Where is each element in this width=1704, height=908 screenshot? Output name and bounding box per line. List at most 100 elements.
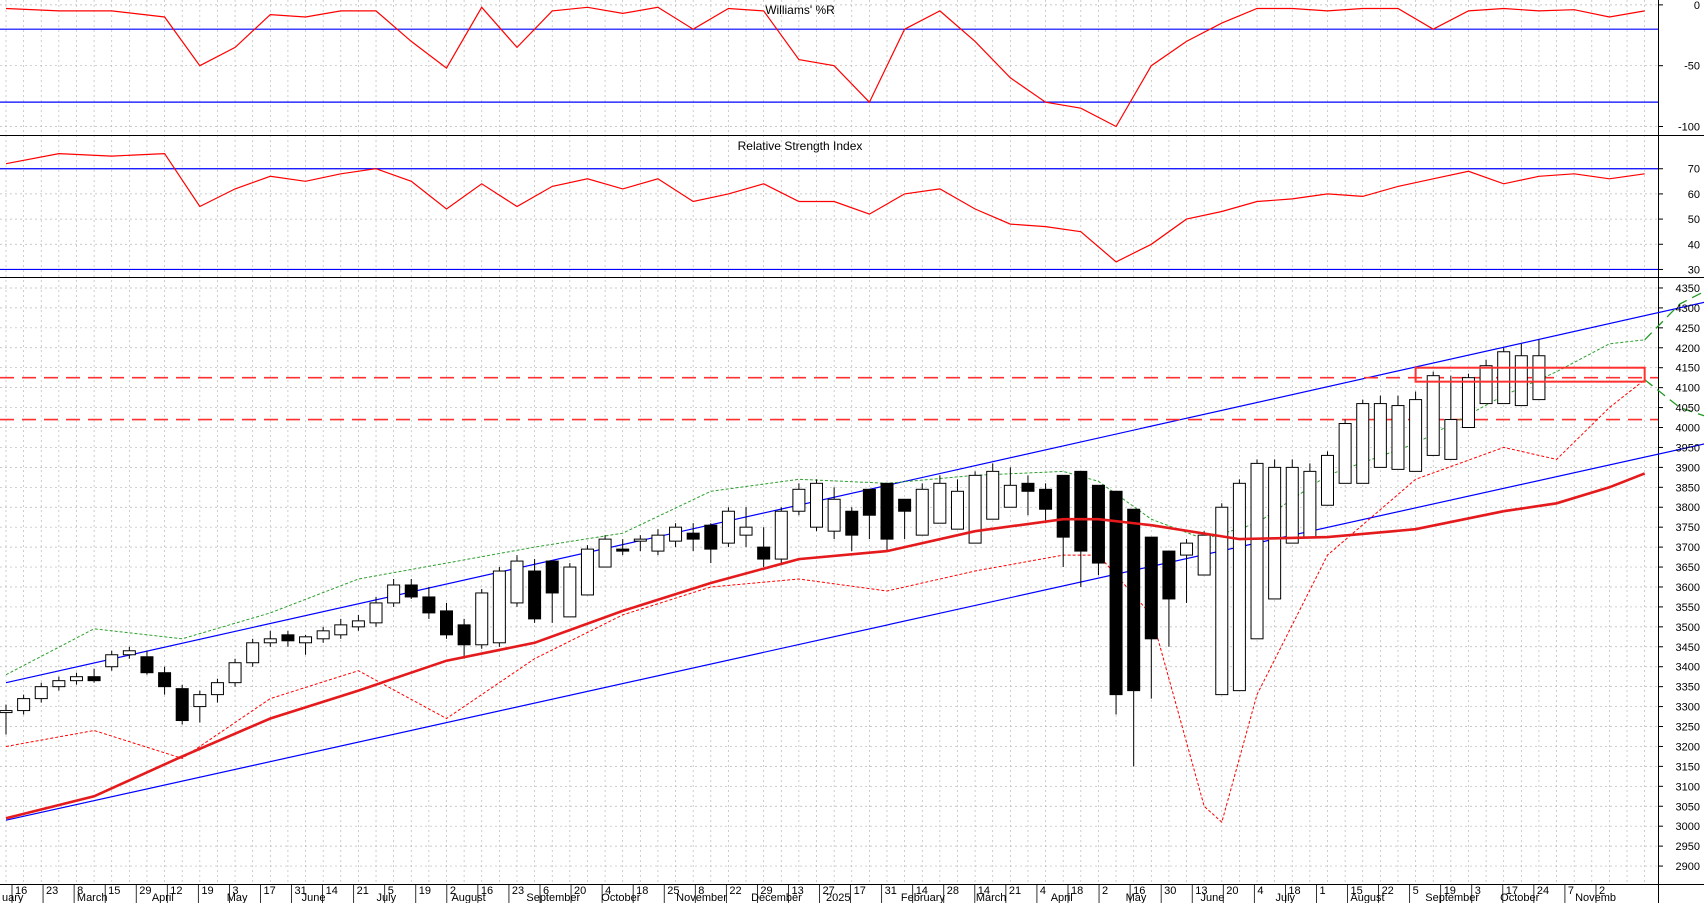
x-week-label: 6	[543, 885, 549, 897]
bull-candle	[122, 650, 136, 656]
bear-candle	[281, 634, 295, 642]
x-week-label: 20	[1226, 885, 1238, 897]
rsi-y-tick-label: 60	[1688, 189, 1700, 201]
bull-candle	[774, 510, 788, 560]
bull-candle	[34, 686, 48, 700]
williams-panel-title: Williams' %R	[765, 3, 835, 17]
x-week-label: 4	[605, 885, 611, 897]
bull-candle	[721, 510, 735, 544]
bear-candle	[175, 688, 189, 722]
x-week-label: 21	[1009, 885, 1021, 897]
price-y-tick-label: 3500	[1676, 622, 1700, 634]
x-week-label: 23	[512, 885, 524, 897]
price-y-tick-label: 4200	[1676, 343, 1700, 355]
x-week-label: 17	[1506, 885, 1518, 897]
x-month-label: September	[1425, 892, 1479, 903]
williams-panel: Williams' %R	[0, 3, 1658, 128]
x-week-label: 13	[1195, 885, 1207, 897]
x-week-label: 24	[1537, 885, 1549, 897]
price-y-tick-label: 3650	[1676, 562, 1700, 574]
bull-candle	[1003, 484, 1017, 508]
x-week-label: 22	[1382, 885, 1394, 897]
x-week-label: 17	[263, 885, 275, 897]
x-week-label: 2	[450, 885, 456, 897]
bull-candle	[968, 474, 982, 544]
price-y-tick-label: 3250	[1676, 722, 1700, 734]
bull-candle	[1268, 466, 1282, 600]
x-week-label: 17	[854, 885, 866, 897]
price-y-tick-label: 3950	[1676, 442, 1700, 454]
x-week-label: 1	[1319, 885, 1325, 897]
bull-candle	[598, 538, 612, 568]
price-y-tick-label: 3100	[1676, 781, 1700, 793]
bear-candle	[1144, 536, 1158, 640]
bull-candle	[334, 624, 348, 636]
x-month-label: June	[302, 892, 326, 903]
x-month-label: uary	[2, 892, 24, 903]
bull-candle	[1444, 419, 1458, 460]
x-month-label: April	[1051, 892, 1073, 903]
x-month-label: June	[1201, 892, 1225, 903]
bollinger-lower-band	[5, 379, 1646, 824]
x-month-label: December	[751, 892, 802, 903]
x-month-label: May	[1126, 892, 1147, 903]
bear-candle	[457, 624, 471, 646]
x-week-label: 8	[698, 885, 704, 897]
bull-candle	[510, 560, 524, 604]
bear-candle	[87, 676, 101, 682]
bull-candle	[580, 548, 594, 596]
price-y-tick-label: 3350	[1676, 682, 1700, 694]
x-week-label: 30	[1164, 885, 1176, 897]
rsi-panel: Relative Strength Index	[0, 139, 1658, 271]
x-week-label: 13	[791, 885, 803, 897]
x-week-label: 21	[357, 885, 369, 897]
x-week-label: 25	[667, 885, 679, 897]
williams-y-tick-label: -50	[1684, 61, 1700, 73]
x-week-label: 31	[295, 885, 307, 897]
price-y-tick-label: 3050	[1676, 801, 1700, 813]
x-week-label: 8	[77, 885, 83, 897]
bear-candle	[440, 610, 453, 636]
bear-candle	[158, 672, 172, 688]
x-month-label: March	[77, 892, 108, 903]
bear-candle	[757, 546, 771, 560]
williams-y-tick-label: -100	[1678, 121, 1700, 133]
x-month-label: October	[1500, 892, 1539, 903]
bull-candle	[1250, 462, 1264, 640]
bear-candle	[528, 570, 542, 620]
price-y-tick-label: 3000	[1676, 821, 1700, 833]
bear-candle	[1109, 490, 1123, 696]
price-y-tick-label: 3850	[1676, 482, 1700, 494]
bull-candle	[915, 488, 929, 536]
bull-candle	[1532, 355, 1546, 401]
bull-candle	[52, 680, 66, 688]
price-y-tick-label: 4300	[1676, 303, 1700, 315]
x-week-label: 27	[823, 885, 835, 897]
x-week-label: 18	[636, 885, 648, 897]
grid	[0, 0, 1658, 884]
bull-candle	[933, 482, 947, 524]
bull-candle	[369, 602, 383, 624]
highlight-box	[1414, 366, 1646, 383]
x-month-label: July	[1275, 892, 1295, 903]
price-y-tick-label: 3750	[1676, 522, 1700, 534]
bull-candle	[387, 584, 401, 604]
x-week-label: 19	[419, 885, 431, 897]
x-month-label: November	[676, 892, 727, 903]
trend-channel-lower	[5, 443, 1704, 821]
bull-candle	[1180, 542, 1194, 556]
x-week-label: 20	[574, 885, 586, 897]
bull-candle	[316, 630, 330, 640]
rsi-y-tick-label: 40	[1688, 239, 1700, 251]
bull-candle	[475, 592, 489, 646]
x-month-label: September	[526, 892, 580, 903]
bear-candle	[1056, 474, 1070, 538]
bear-candle	[898, 498, 912, 512]
bull-candle	[263, 638, 277, 644]
x-week-label: 16	[481, 885, 493, 897]
x-month-label: February	[901, 892, 946, 903]
x-month-label: July	[377, 892, 397, 903]
price-y-tick-label: 4250	[1676, 323, 1700, 335]
